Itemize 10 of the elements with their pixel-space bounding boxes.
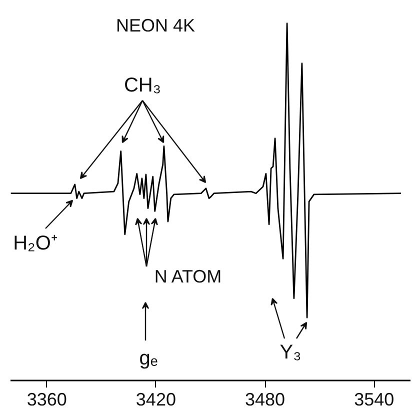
x-tick-label: 3360: [26, 390, 67, 410]
chart-title: NEON 4K: [116, 16, 196, 36]
annotation: CH₃: [124, 74, 162, 96]
x-tick-label: 3420: [136, 390, 176, 410]
annotation: N ATOM: [154, 266, 222, 286]
annotation: Y₃: [280, 342, 302, 364]
x-tick-label: 3540: [354, 390, 394, 410]
x-tick-label: 3480: [245, 390, 286, 410]
annotation: gₑ: [139, 348, 158, 370]
annotation: H₂O⁺: [13, 232, 58, 254]
